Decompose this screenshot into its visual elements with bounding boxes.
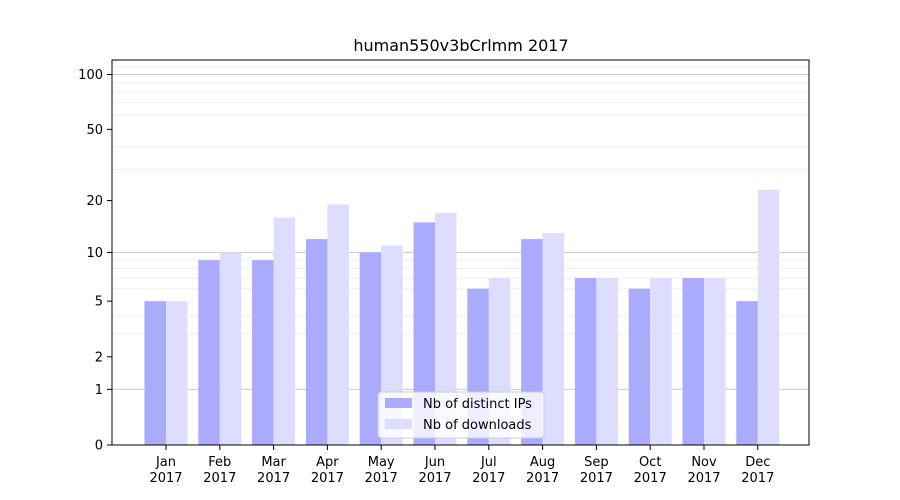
y-axis: 0 1 2 5 10 20 50 100 (78, 68, 112, 454)
x-tick-year: 2017 (149, 471, 182, 486)
bar-downloads (219, 252, 242, 445)
x-tick-year: 2017 (365, 471, 398, 486)
x-tick-year: 2017 (418, 471, 451, 486)
y-tick-label: 0 (95, 439, 103, 454)
bar-downloads (273, 217, 296, 445)
x-tick-label: Jun 2017 (418, 455, 451, 486)
bar-downloads (757, 189, 780, 445)
bar-distinct-ips (574, 278, 597, 445)
y-tick-label: 5 (95, 295, 103, 310)
x-tick-label: Jul 2017 (472, 455, 505, 486)
bar-downloads (327, 204, 349, 445)
x-tick-month: May (368, 455, 395, 470)
y-tick-label: 100 (78, 68, 103, 83)
y-tick-label: 2 (95, 350, 103, 365)
legend-label: Nb of distinct IPs (423, 397, 532, 412)
legend-label: Nb of downloads (423, 418, 532, 433)
x-tick-label: Sep 2017 (580, 455, 613, 486)
x-tick-label: Aug 2017 (526, 455, 559, 486)
x-tick-month: Jan (155, 455, 176, 470)
bar-distinct-ips (252, 260, 274, 445)
x-tick-year: 2017 (203, 471, 236, 486)
y-tick-label: 20 (86, 194, 103, 209)
bar-downloads (435, 212, 457, 445)
x-tick-year: 2017 (257, 471, 290, 486)
x-tick-month: Oct (639, 455, 661, 470)
x-tick-year: 2017 (634, 471, 667, 486)
x-tick-month: Apr (316, 455, 339, 470)
x-tick-label: May 2017 (365, 455, 398, 486)
y-tick-label: 1 (95, 383, 103, 398)
bar-distinct-ips (413, 222, 435, 445)
bar-downloads (704, 278, 726, 445)
x-tick-label: Apr 2017 (311, 455, 344, 486)
x-tick-month: Jul (480, 455, 497, 470)
x-tick-month: Feb (208, 455, 231, 470)
bar-distinct-ips (359, 252, 382, 445)
x-tick-label: Mar 2017 (257, 455, 290, 486)
x-tick-year: 2017 (472, 471, 505, 486)
bar-distinct-ips (305, 239, 328, 445)
bar-downloads (166, 301, 188, 445)
legend-swatch (385, 398, 412, 408)
x-tick-label: Jan 2017 (149, 455, 182, 486)
legend-swatch (385, 419, 412, 429)
chart-title: human550v3bCrlmm 2017 (353, 36, 568, 55)
y-tick-label: 10 (86, 246, 103, 261)
bar-downloads (650, 278, 672, 445)
x-tick-month: Aug (530, 455, 555, 470)
bar-distinct-ips (144, 301, 166, 445)
bar-downloads (542, 233, 565, 445)
x-tick-label: Feb 2017 (203, 455, 236, 486)
x-tick-month: Nov (691, 455, 717, 470)
x-tick-month: Mar (261, 455, 286, 470)
bar-distinct-ips (198, 260, 220, 445)
x-tick-label: Dec 2017 (741, 455, 774, 486)
x-tick-year: 2017 (580, 471, 613, 486)
bar-downloads (596, 278, 618, 445)
bar-distinct-ips (736, 301, 758, 445)
bars (144, 189, 780, 445)
y-tick-label: 50 (86, 123, 103, 138)
x-tick-month: Sep (584, 455, 609, 470)
x-tick-year: 2017 (741, 471, 774, 486)
x-tick-label: Oct 2017 (634, 455, 667, 486)
x-tick-year: 2017 (526, 471, 559, 486)
legend: Nb of distinct IPs Nb of downloads (377, 391, 545, 439)
x-tick-year: 2017 (311, 471, 344, 486)
bar-distinct-ips (682, 278, 704, 445)
x-tick-year: 2017 (687, 471, 720, 486)
x-tick-label: Nov 2017 (687, 455, 720, 486)
bar-distinct-ips (628, 288, 651, 445)
legend-box (377, 391, 545, 439)
x-tick-month: Dec (745, 455, 770, 470)
x-tick-month: Jun (424, 455, 445, 470)
